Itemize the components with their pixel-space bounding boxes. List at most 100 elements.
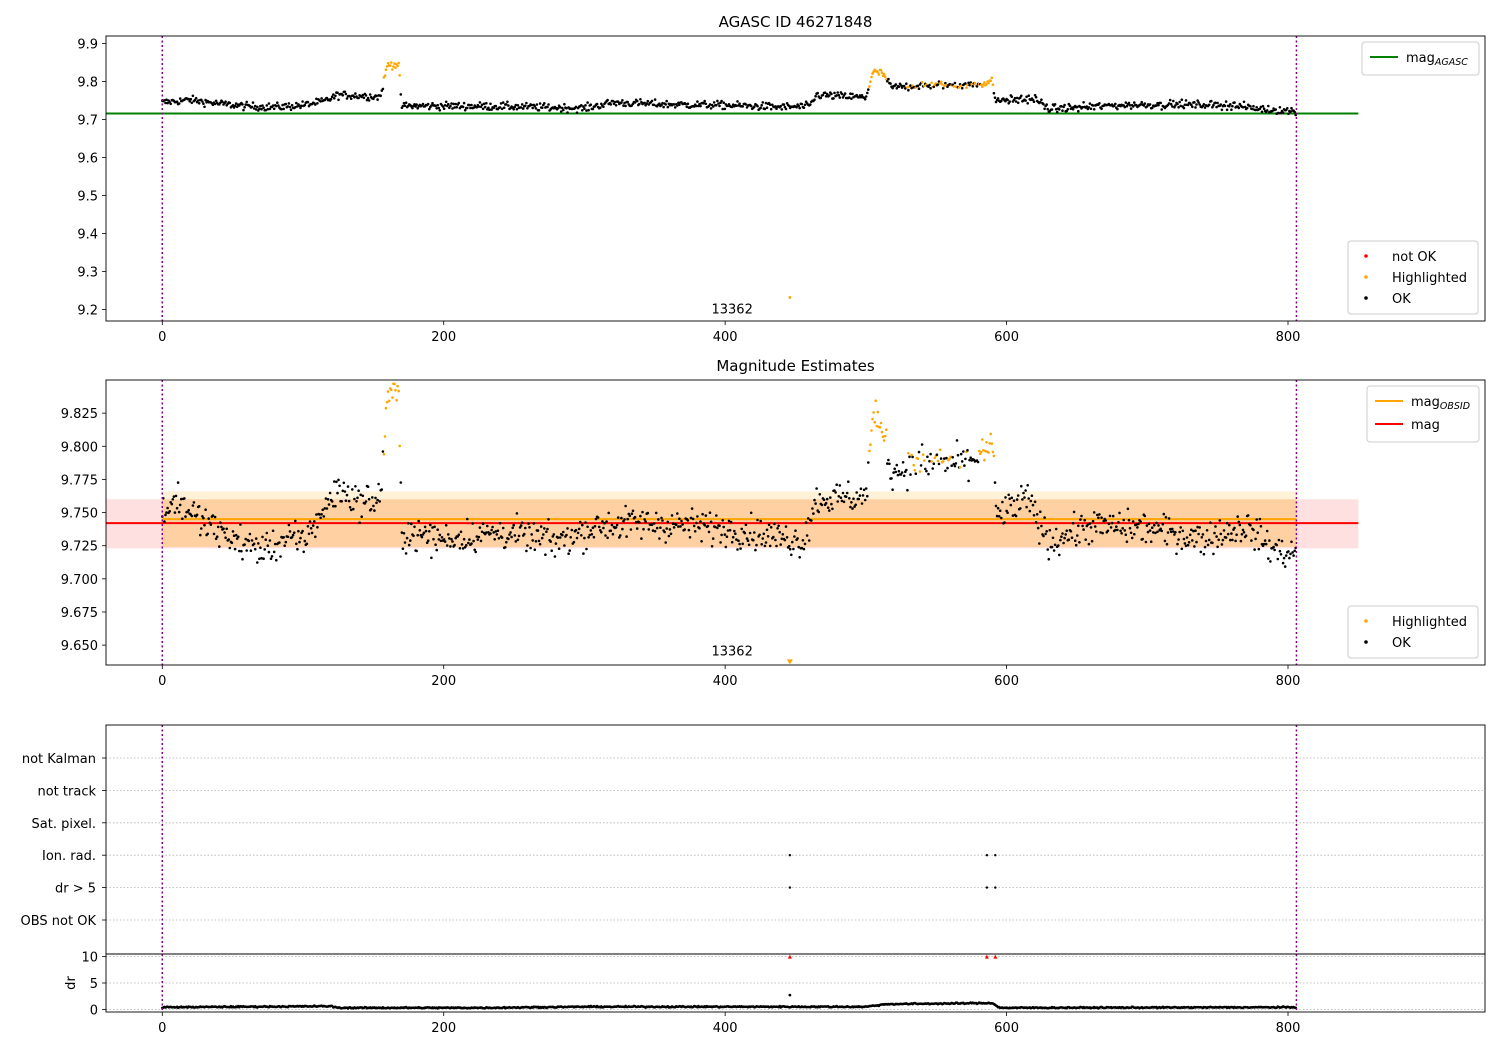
data-point xyxy=(941,460,945,463)
data-point xyxy=(1015,96,1019,100)
data-point xyxy=(1243,105,1247,109)
data-point xyxy=(686,102,690,106)
data-point xyxy=(476,538,480,541)
data-point xyxy=(1221,538,1225,542)
data-point xyxy=(230,541,234,545)
data-point xyxy=(532,522,536,525)
data-point xyxy=(399,481,403,484)
data-point xyxy=(325,96,329,100)
data-point xyxy=(651,529,655,532)
data-point xyxy=(813,498,816,502)
data-point xyxy=(1178,100,1181,104)
data-point xyxy=(780,537,784,541)
data-point xyxy=(759,519,762,523)
data-point xyxy=(575,536,579,540)
data-point xyxy=(214,99,218,103)
data-point xyxy=(1163,539,1167,543)
data-point xyxy=(802,547,806,551)
data-point xyxy=(244,103,247,106)
data-point xyxy=(441,105,445,108)
data-point xyxy=(586,101,589,104)
data-point xyxy=(1162,512,1166,516)
data-point xyxy=(514,103,518,107)
data-point xyxy=(264,108,268,112)
data-point xyxy=(843,92,847,95)
data-point xyxy=(241,103,244,106)
data-point xyxy=(261,535,264,539)
data-point xyxy=(897,469,901,473)
data-point xyxy=(535,103,539,106)
data-point xyxy=(721,107,724,111)
data-point xyxy=(540,106,544,109)
data-point xyxy=(703,99,706,103)
data-point xyxy=(869,443,872,447)
data-point xyxy=(1131,520,1135,523)
data-point xyxy=(203,523,206,527)
data-point xyxy=(1130,536,1134,540)
data-point xyxy=(255,561,259,564)
data-point xyxy=(430,556,433,560)
data-point xyxy=(695,521,698,525)
data-point xyxy=(417,519,421,523)
data-point xyxy=(826,506,830,510)
data-point xyxy=(336,91,339,94)
data-point xyxy=(252,107,256,110)
data-point xyxy=(1153,523,1156,527)
data-point xyxy=(255,105,259,109)
data-point xyxy=(1033,93,1037,97)
data-point xyxy=(679,525,682,528)
data-point xyxy=(967,81,970,85)
data-point xyxy=(1218,519,1222,522)
data-point xyxy=(445,544,449,547)
data-point xyxy=(386,61,390,65)
data-point xyxy=(466,106,469,110)
data-point xyxy=(1159,101,1162,105)
data-point xyxy=(212,532,216,536)
data-point xyxy=(1230,108,1233,111)
data-point xyxy=(1185,536,1189,539)
data-point xyxy=(1106,529,1110,533)
data-point xyxy=(992,91,996,95)
data-point xyxy=(900,471,904,474)
data-point xyxy=(262,557,265,560)
data-point xyxy=(1205,529,1209,532)
data-point xyxy=(602,526,605,530)
data-point xyxy=(1194,106,1197,109)
data-point xyxy=(1155,104,1158,107)
data-point xyxy=(718,524,721,527)
data-point xyxy=(163,520,166,523)
data-point xyxy=(1213,531,1216,535)
data-point xyxy=(512,523,515,527)
data-point xyxy=(398,74,402,77)
data-point xyxy=(790,553,793,557)
data-point xyxy=(310,531,314,535)
data-point xyxy=(711,105,715,108)
data-point xyxy=(428,530,431,533)
data-point xyxy=(383,435,387,438)
data-point xyxy=(597,525,601,529)
data-point xyxy=(337,98,340,102)
data-point xyxy=(896,473,900,477)
data-point xyxy=(1160,108,1163,111)
data-point xyxy=(1159,527,1162,531)
data-point xyxy=(366,96,370,100)
data-point xyxy=(726,529,730,532)
data-point xyxy=(461,105,465,109)
data-point xyxy=(1214,101,1217,105)
data-point xyxy=(287,102,291,105)
flag-label: OBS not OK xyxy=(21,914,97,929)
data-point xyxy=(687,528,691,532)
data-point xyxy=(262,106,265,109)
data-point xyxy=(1171,527,1174,531)
data-point xyxy=(1257,547,1261,551)
data-point xyxy=(377,482,380,486)
data-point xyxy=(587,536,590,539)
data-point xyxy=(383,74,387,77)
data-point xyxy=(291,533,295,537)
data-point xyxy=(220,525,223,529)
data-point xyxy=(984,449,987,453)
data-point xyxy=(519,524,523,527)
data-point xyxy=(405,536,409,540)
data-point xyxy=(781,533,785,536)
data-point xyxy=(549,540,552,543)
